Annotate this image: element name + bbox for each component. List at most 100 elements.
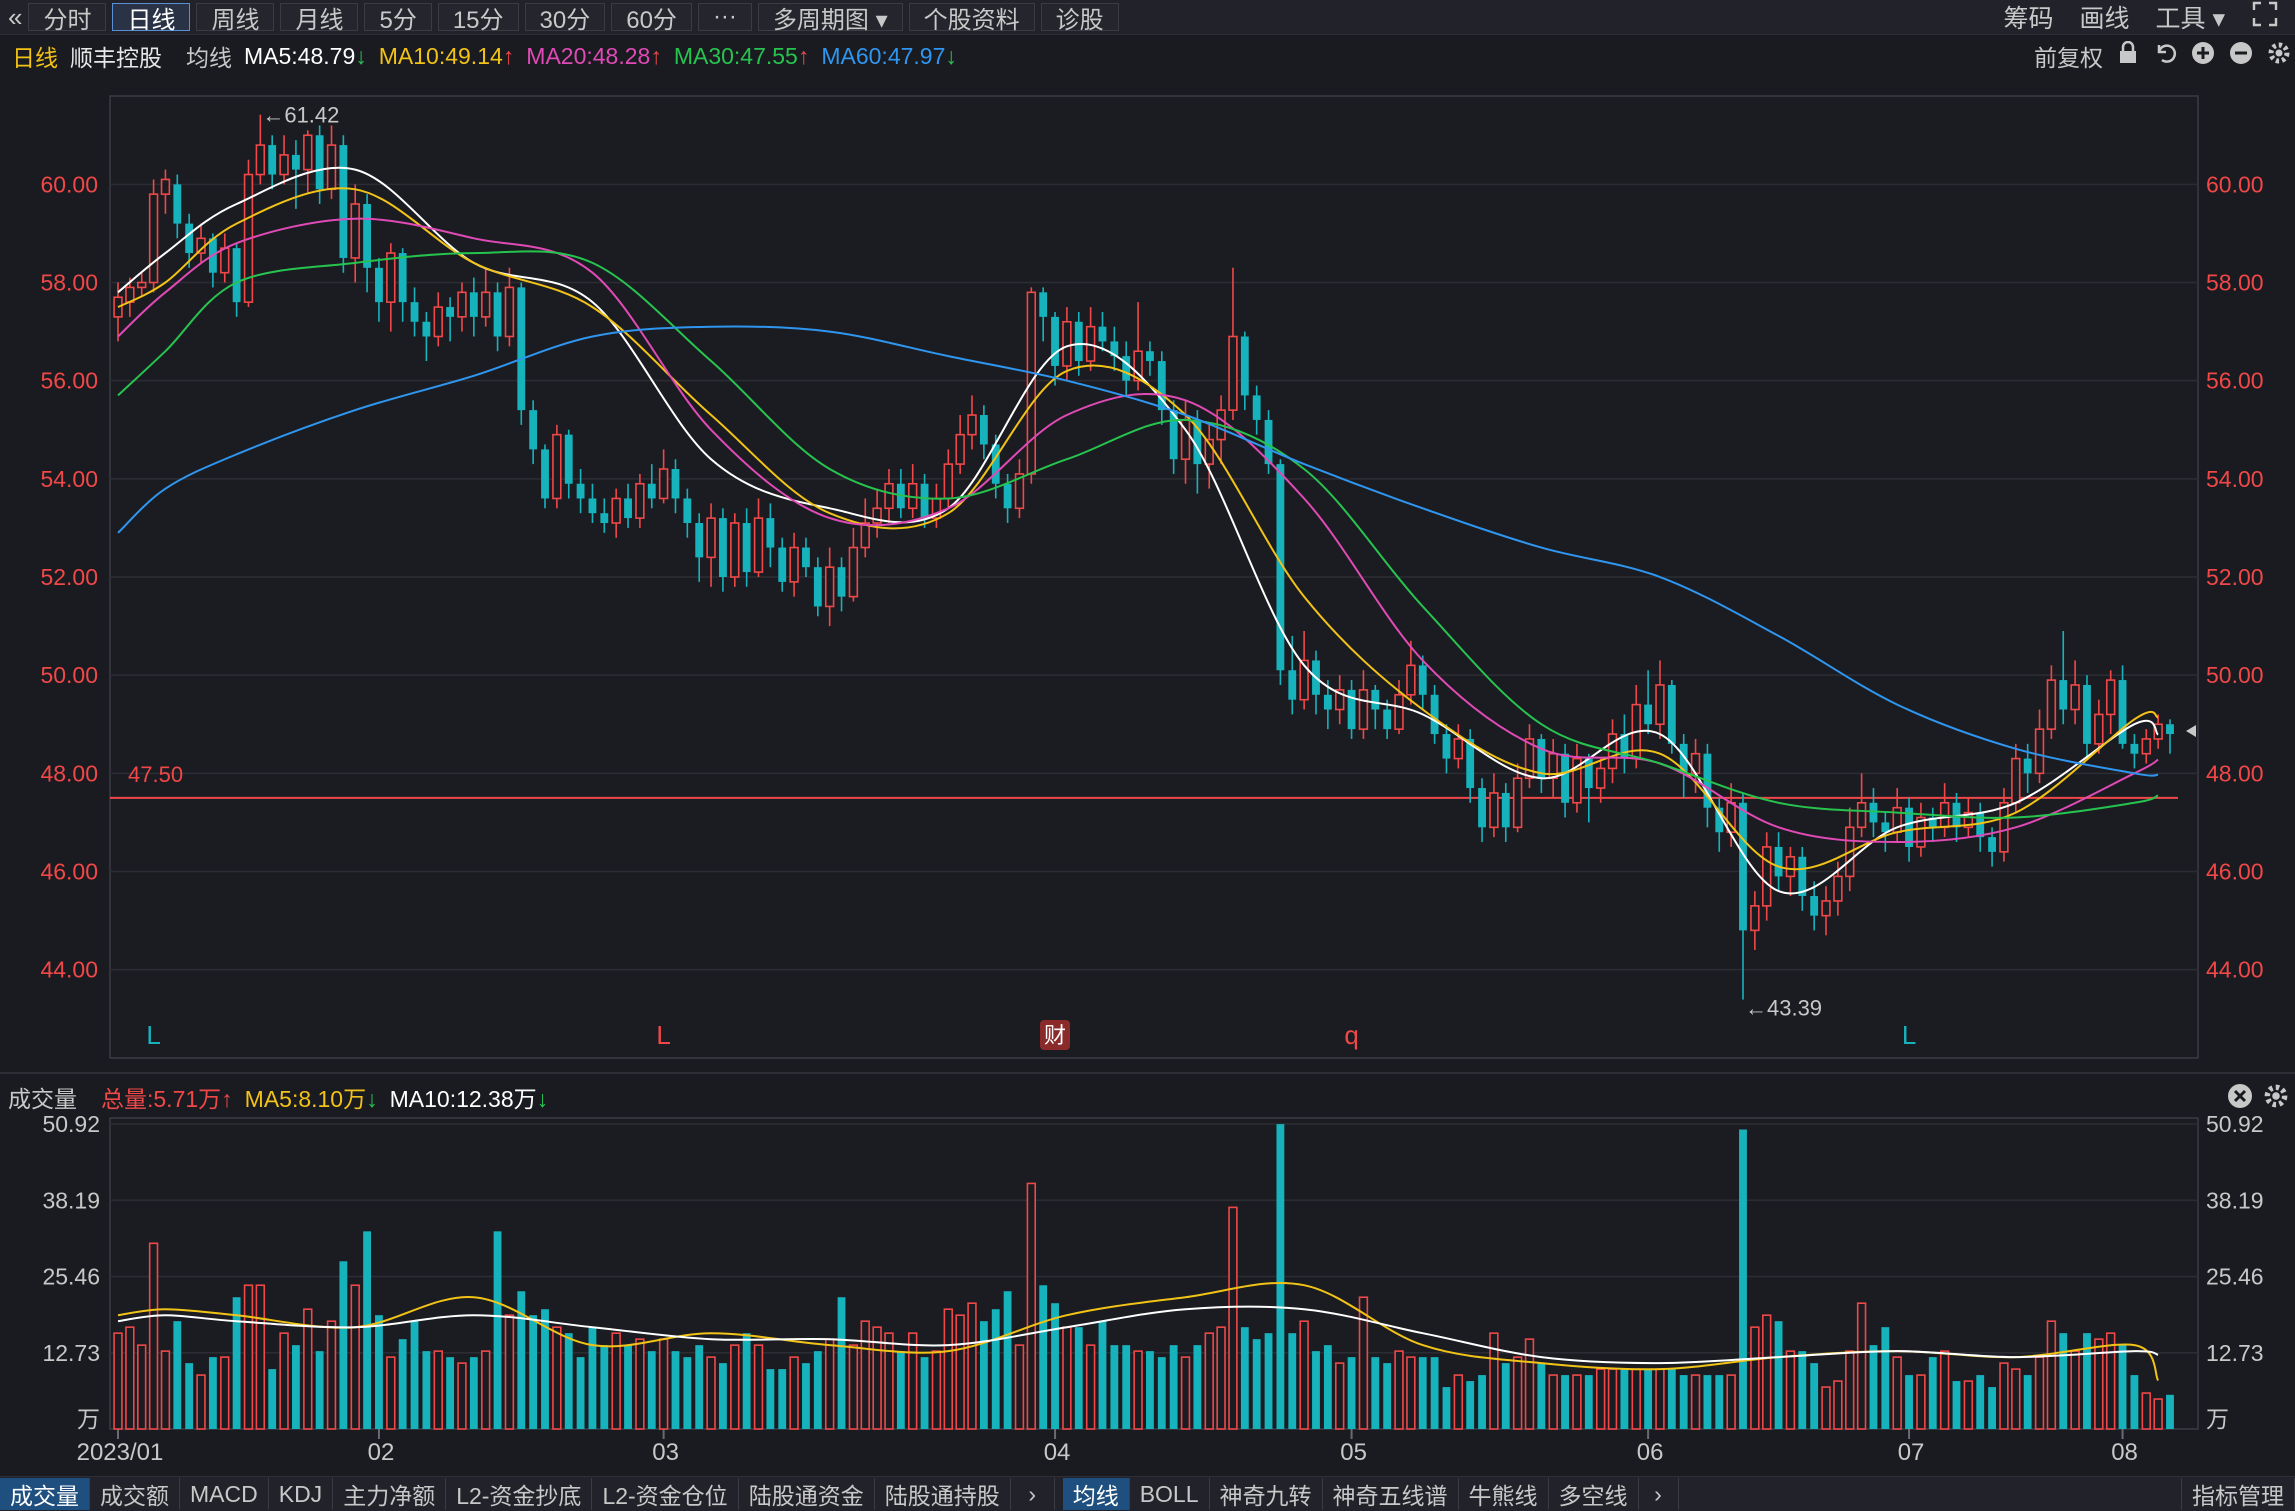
candle-body-down [1739,802,1747,931]
volume-bar-down [2083,1333,2091,1429]
tabs-scroll-right-icon[interactable]: › [1639,1478,1679,1510]
close-icon[interactable] [2227,1083,2253,1114]
main-indicator-tab[interactable]: 神奇九转 [1210,1478,1323,1510]
period-button[interactable]: ··· [697,3,752,31]
price-tick-label-right: 48.00 [2206,760,2264,786]
subchart-tab[interactable]: 成交额 [90,1478,180,1510]
volume-bar-up [824,1338,835,1430]
zoom-in-icon[interactable] [2191,41,2215,71]
finance-report-badge-icon[interactable] [1040,1020,1071,1050]
subchart-tab[interactable]: 成交量 [0,1478,90,1510]
tabs-scroll-right-icon[interactable]: › [1011,1478,1055,1510]
period-button[interactable]: 月线 [280,3,359,34]
ma20-value: MA20:48.28↑ [526,43,662,70]
volume-bar-up [1133,1350,1143,1430]
period-button[interactable]: 个股资料 [908,3,1035,34]
volume-bar-down [2023,1375,2032,1429]
signal-marker[interactable]: L [1902,1020,1916,1050]
period-button[interactable]: 分时 [28,3,107,34]
subchart-tab[interactable]: MACD [180,1478,269,1510]
period-button[interactable]: 5分 [364,3,432,34]
signal-marker[interactable]: L [146,1020,160,1050]
volume-bar-up [433,1350,443,1430]
candle-body-down [991,444,1000,484]
volume-bar-down [2059,1333,2068,1429]
period-button[interactable]: 日线 [112,3,191,34]
tools-menu-button[interactable]: 工具 ▾ [2155,5,2226,33]
volume-bar-up [1750,1326,1760,1430]
volume-label[interactable]: 成交量 [8,1086,77,1112]
adjust-select[interactable]: 前复权 [2034,45,2103,71]
candle-body-up [1655,684,1665,726]
subchart-tab[interactable]: L2-资金抄底 [446,1478,593,1510]
subchart-tab[interactable]: 主力净额 [333,1478,447,1510]
main-indicator-tab[interactable]: 多空线 [1549,1478,1639,1510]
chips-button[interactable]: 筹码 [2003,5,2054,33]
subchart-tab[interactable]: L2-资金仓位 [592,1478,739,1510]
main-indicator-tab[interactable]: BOLL [1130,1478,1210,1510]
volume-bar-up [1963,1380,1974,1430]
volume-bar-up [1785,1350,1796,1430]
volume-bar-down [564,1333,573,1429]
volume-bar-down [1430,1357,1439,1429]
period-button[interactable]: 周线 [196,3,275,34]
candle-body-down [398,253,407,303]
signal-marker[interactable]: L [656,1020,670,1050]
volume-bar-up [730,1344,740,1430]
zoom-out-icon[interactable] [2229,41,2253,71]
main-indicator-tab[interactable]: 均线 [1062,1478,1130,1510]
volume-bar-down [624,1345,632,1429]
subchart-tab[interactable]: 陆股通资金 [739,1478,875,1510]
expand-icon[interactable] [2251,0,2279,35]
candle-body-down [813,567,822,607]
period-button[interactable]: 60分 [611,3,692,34]
candle-body-down [1466,738,1475,789]
volume-bar-up [860,1320,870,1430]
period-button[interactable]: 30分 [524,3,606,34]
price-tick-label-left: 52.00 [40,564,98,590]
candle-body-down [837,567,846,597]
candle-body-up [2141,738,2151,755]
back-icon[interactable]: « [8,1,23,32]
volume-bar-down [1715,1375,1724,1429]
indicator-manage-button[interactable]: 指标管理 [2181,1478,2295,1510]
period-button[interactable]: 多周期图 ▾ [757,3,903,34]
volume-bar-down [541,1309,549,1429]
candle-body-up [2153,723,2163,740]
candle-body-up [2070,684,2080,711]
lock-icon[interactable] [2117,40,2139,71]
period-button[interactable]: 15分 [437,3,519,34]
volume-bar-down [375,1315,383,1429]
candle-body-up [706,517,716,559]
draw-line-button[interactable]: 画线 [2079,5,2130,33]
period-button[interactable]: 诊股 [1040,3,1119,34]
candle-body-down [1098,326,1107,342]
candle-body-up [279,154,289,176]
candle-body-down [1988,837,1996,852]
volume-bar-up [884,1332,894,1430]
main-indicator-tab[interactable]: 神奇五线谱 [1323,1478,1459,1510]
signal-marker[interactable]: q [1344,1020,1358,1050]
volume-bar-up [967,1302,977,1430]
volume-settings-gear-icon[interactable] [2263,1083,2289,1114]
volume-ma5: MA5:8.10万↓ [245,1080,378,1114]
subchart-tab[interactable]: KDJ [269,1478,334,1510]
volume-bar-up [279,1332,289,1430]
time-tick-label: 2023/01 [77,1439,164,1466]
indicator-name[interactable]: 均线 [186,45,232,71]
volume-bar-up [1204,1332,1214,1430]
volume-bar-down [2166,1394,2174,1429]
subchart-tab[interactable]: 陆股通持股 [875,1478,1011,1510]
undo-icon[interactable] [2153,41,2177,71]
main-indicator-tab[interactable]: 牛熊线 [1459,1478,1549,1510]
candle-body-down [683,498,692,524]
stock-name[interactable]: 顺丰控股 [70,45,162,71]
candle-body-up [658,468,669,500]
indicator-tabs: 成交量 成交额 MACD KDJ 主力净额 L2-资金抄底 L2-资金仓位 陆股通资金 陆股通持… [0,1476,2295,1511]
settings-gear-icon[interactable] [2267,41,2291,71]
price-level-line[interactable]: 47.50 [110,762,2178,799]
volume-bar-down [1312,1351,1320,1429]
candle-body-down [375,267,383,303]
